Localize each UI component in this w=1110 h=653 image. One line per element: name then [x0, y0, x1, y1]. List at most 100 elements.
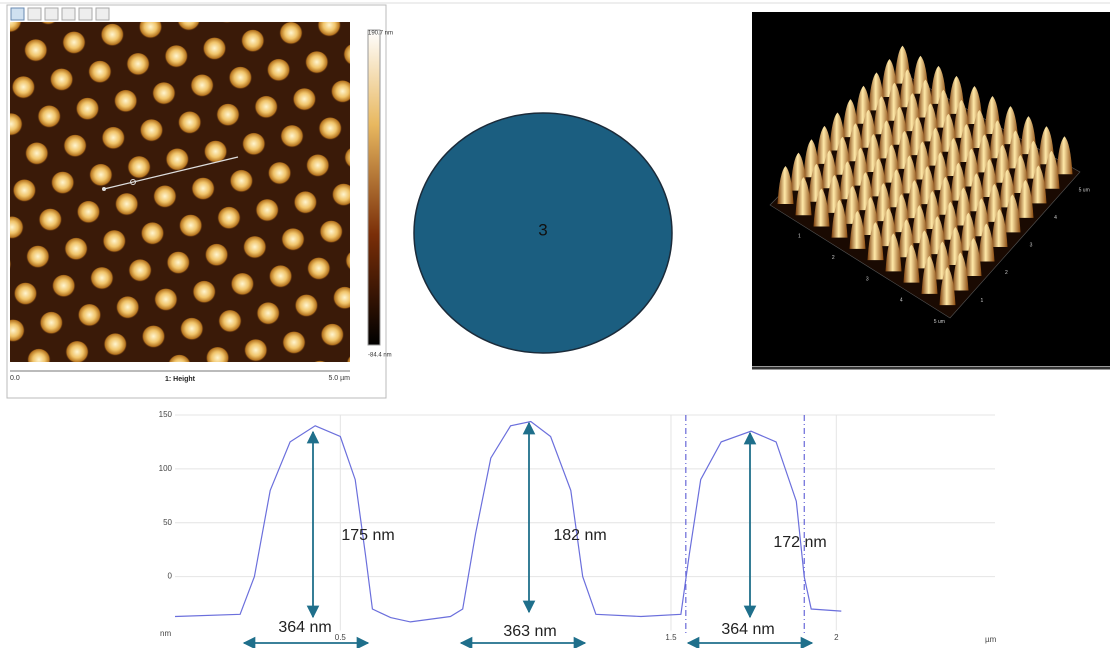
afm-dot [154, 289, 178, 313]
y-tick-label: 0 [168, 572, 173, 581]
afm-dot [89, 164, 113, 188]
axis-3d-label: 5 um [934, 319, 945, 325]
afm-dot [64, 238, 88, 262]
afm-dot [63, 135, 87, 159]
x-start: 0.0 [10, 375, 20, 382]
afm-dot [51, 172, 75, 196]
afm-dot [292, 88, 316, 112]
afm-dot [293, 191, 317, 215]
axis-3d-label: 4 [1054, 215, 1057, 221]
measure-label: 363 nm [503, 623, 556, 640]
afm-dot [191, 178, 215, 202]
afm-dot [320, 324, 344, 348]
axis-3d-label: 1 [981, 298, 984, 304]
afm-dot [114, 90, 138, 114]
afm-dot [50, 69, 74, 93]
afm-dot [279, 22, 303, 46]
afm-dot [37, 105, 61, 129]
measure-label: 364 nm [721, 621, 774, 638]
afm-dot [12, 179, 36, 203]
x-unit: µm [985, 635, 997, 644]
axis-3d-label: 3 [866, 276, 869, 282]
afm-dot [152, 82, 176, 106]
afm-dot [217, 207, 241, 231]
afm-dot [102, 230, 126, 254]
afm-dot [62, 32, 86, 56]
y-tick-label: 50 [163, 518, 172, 527]
afm-dot [255, 199, 279, 223]
afm-dot [318, 117, 342, 141]
axis-3d-label: 2 [1005, 270, 1008, 276]
afm-dot [115, 193, 139, 217]
profile-line [175, 422, 841, 622]
afm-dot [180, 318, 204, 342]
afm-dot [282, 332, 306, 356]
afm-dot [38, 209, 62, 233]
page: {"afm_2d": {"scale_max": "190.7 nm", "sc… [0, 0, 1110, 648]
afm-dot [127, 156, 151, 180]
afm-dot [128, 259, 152, 283]
y-unit: nm [160, 629, 171, 638]
afm-dot [140, 119, 164, 143]
afm-dot [77, 201, 101, 225]
afm-dot [305, 51, 329, 75]
afm-dot [203, 38, 227, 62]
afm-dot [307, 258, 331, 282]
measure-label: 172 nm [773, 534, 826, 551]
afm-dot [164, 45, 188, 69]
afm-dot [11, 76, 35, 100]
x-tick-label: 2 [834, 633, 839, 642]
axis-3d-label: 4 [900, 298, 903, 304]
afm-dot [306, 154, 330, 178]
x-tick-label: 0.5 [335, 633, 347, 642]
afm-dot [78, 304, 102, 328]
afm-dot [166, 252, 190, 276]
afm-dot [88, 61, 112, 85]
y-tick-label: 100 [159, 464, 173, 473]
afm-dot [268, 162, 292, 186]
afm-dot [205, 244, 229, 268]
afm-dot [14, 283, 38, 307]
circle-label: 3 [538, 220, 547, 239]
afm-dot [65, 341, 89, 365]
afm-dot [103, 333, 127, 357]
scale-min: -84.4 nm [368, 353, 392, 359]
afm-dot [256, 302, 280, 326]
x-end: 5.0 µm [328, 375, 350, 382]
afm-dot [267, 59, 291, 83]
afm-dot [24, 39, 48, 63]
scale-max: 190.7 nm [368, 31, 393, 37]
afm-dot [153, 185, 177, 209]
afm-dot [142, 326, 166, 350]
afm-dot [281, 228, 305, 252]
afm-dot [26, 246, 50, 270]
afm-dot [190, 74, 214, 98]
afm-dot [243, 236, 267, 260]
x-tick-label: 1.5 [665, 633, 677, 642]
measure-label: 364 nm [278, 619, 331, 636]
afm-dot [254, 96, 278, 120]
afm-dot [1, 320, 25, 344]
afm-dot [39, 312, 63, 336]
afm-dot [100, 24, 124, 48]
afm-dot [179, 215, 203, 239]
afm-dot [178, 111, 202, 135]
measure-label: 182 nm [553, 527, 606, 544]
afm-dot [141, 222, 165, 246]
afm-dot [242, 133, 266, 157]
afm-dot [0, 113, 23, 137]
afm-dot [319, 221, 343, 245]
afm-dot [218, 310, 242, 334]
afm-dot [52, 275, 76, 299]
afm-dot [229, 170, 253, 194]
axis-3d-label: 3 [1030, 243, 1033, 249]
afm-dot [204, 141, 228, 165]
afm-dot [244, 339, 268, 363]
afm-dot [269, 265, 293, 289]
axis-3d-label: 5 um [1079, 188, 1090, 194]
afm-dot [192, 281, 216, 305]
afm-dot [101, 127, 125, 151]
figure: 190.7 nm -84.4 nm 0.0 1: Height 5.0 µm 3… [0, 0, 1110, 648]
afm-dot [0, 216, 24, 240]
